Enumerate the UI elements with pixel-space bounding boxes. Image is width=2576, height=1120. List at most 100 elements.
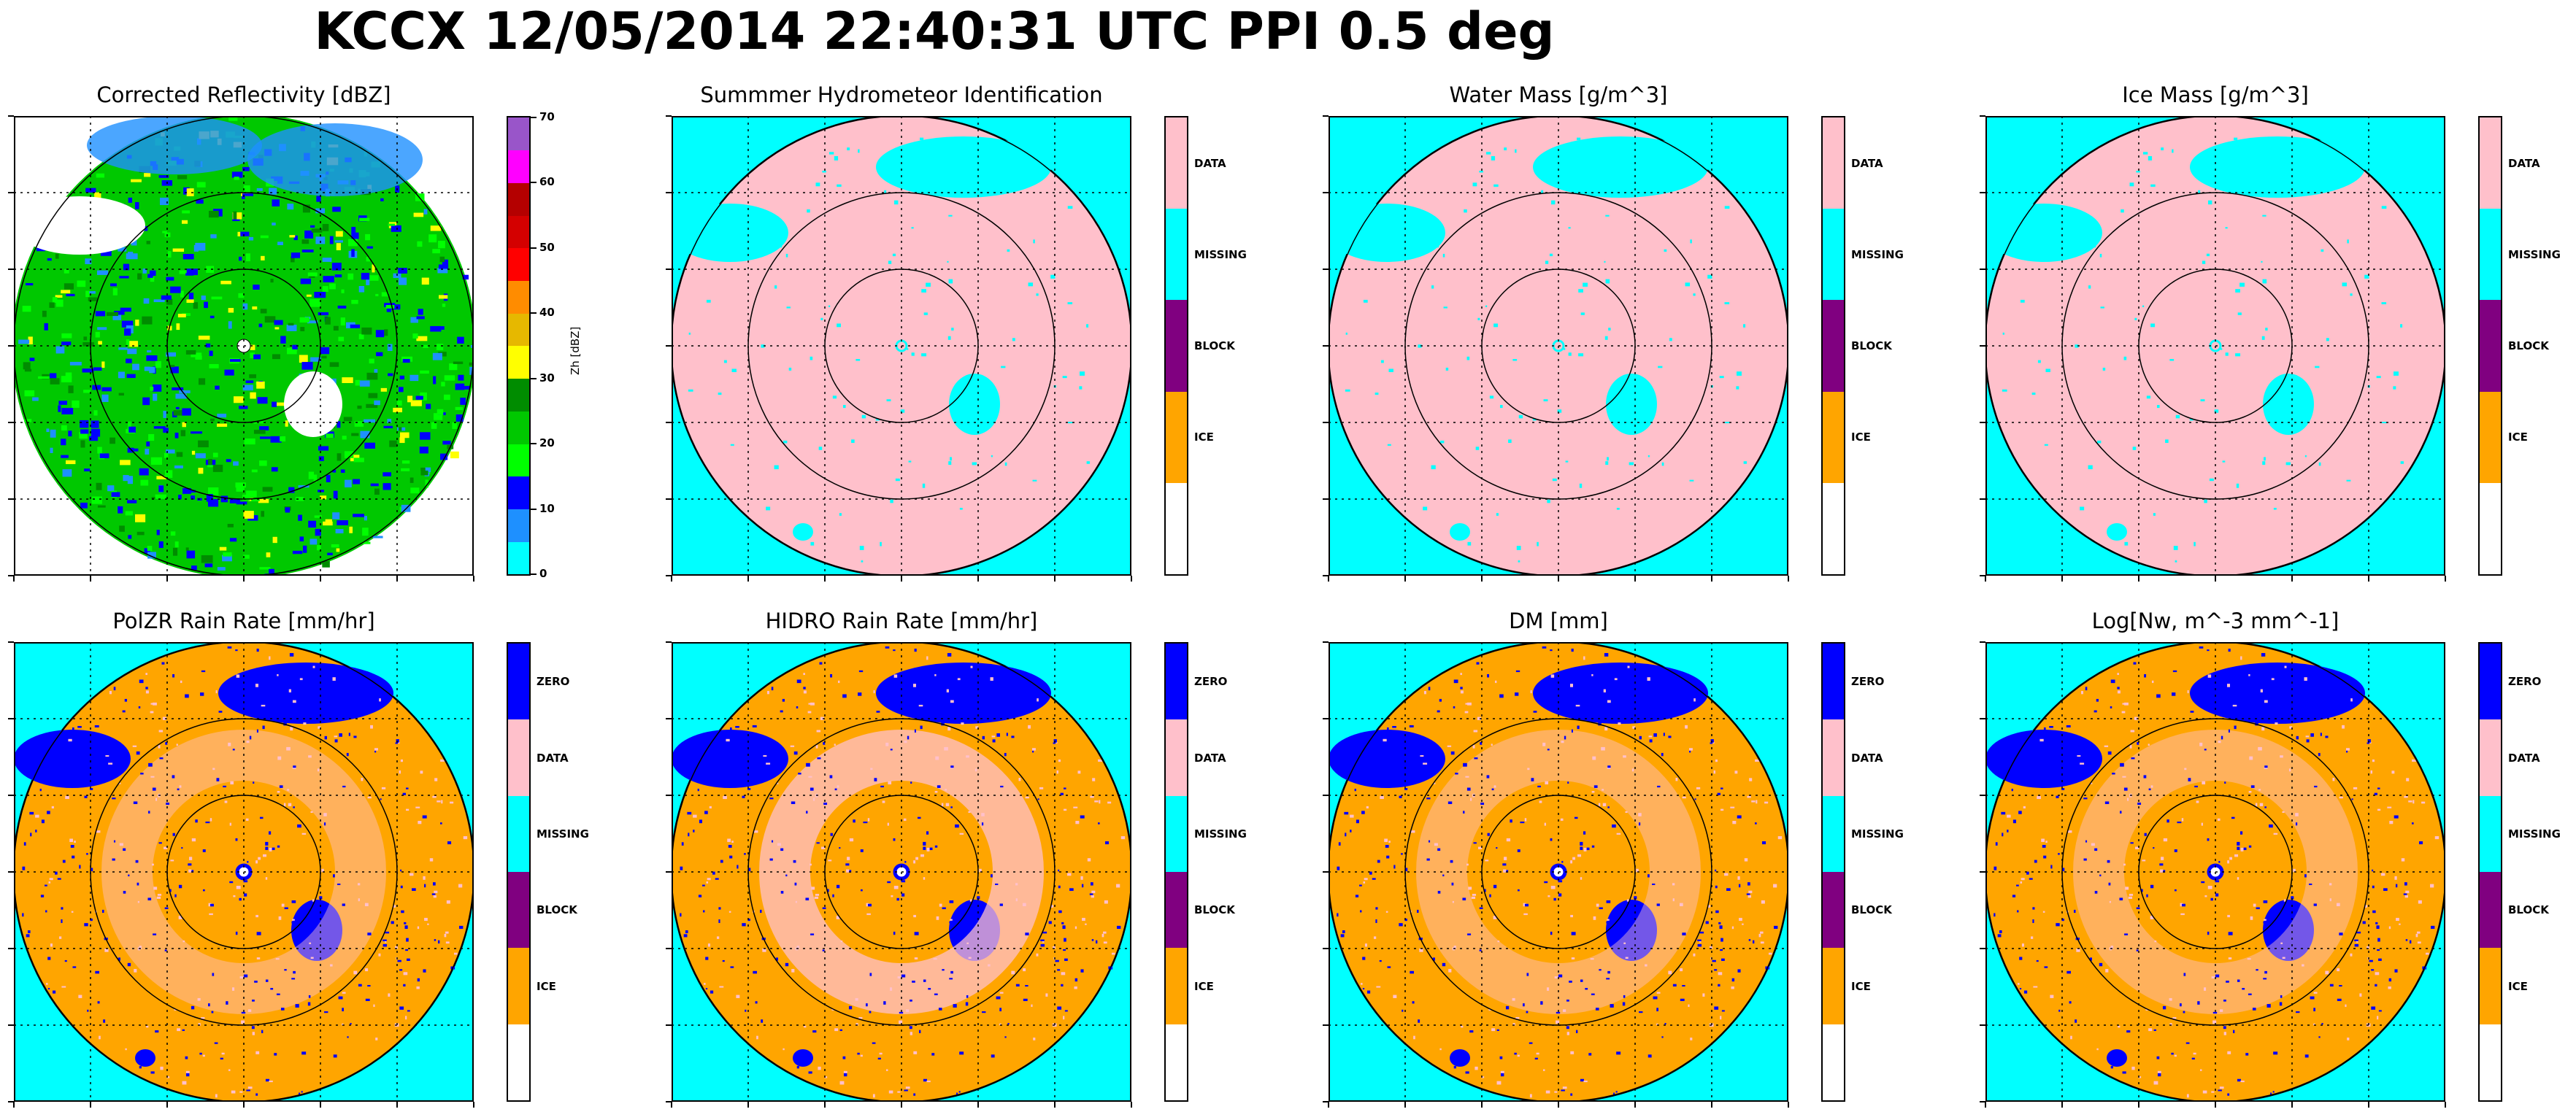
echo-pixel: [189, 857, 193, 860]
echo-pixel: [2280, 755, 2283, 758]
echo-pixel: [235, 482, 246, 488]
echo-pixel: [798, 772, 801, 775]
echo-pixel: [2180, 913, 2185, 916]
echo-pixel: [334, 739, 338, 743]
echo-pixel: [2218, 860, 2221, 863]
echo-pixel: [286, 324, 297, 331]
echo-pixel: [1638, 813, 1642, 816]
echo-pixel: [975, 726, 979, 729]
echo-pixel: [872, 1094, 875, 1098]
echo-pixel: [268, 831, 272, 835]
echo-pixel: [128, 874, 130, 877]
echo-pixel: [285, 420, 288, 427]
echo-pixel: [948, 279, 953, 284]
echo-pixel: [416, 336, 428, 341]
echo-pixel: [2273, 833, 2278, 835]
axis-tick: [1323, 115, 1329, 117]
echo-pixel: [2248, 674, 2250, 676]
colorbar-segment-empty: [2480, 1024, 2501, 1100]
echo-pixel: [177, 314, 186, 317]
axis-tick: [666, 948, 672, 949]
ppi-svg: [15, 644, 472, 1100]
echo-pixel: [1999, 930, 2002, 933]
echo-pixel: [966, 755, 969, 758]
echo-pixel: [866, 903, 869, 907]
echo-pixel: [437, 409, 444, 415]
echo-pixel: [336, 243, 341, 250]
echo-pixel: [968, 957, 972, 959]
echo-pixel: [376, 352, 383, 357]
echo-pixel: [137, 900, 139, 903]
echo-pixel: [2217, 818, 2221, 821]
echo-pixel: [381, 787, 386, 789]
echo-pixel: [2105, 968, 2109, 973]
no-echo-region: [673, 730, 788, 788]
echo-pixel: [2221, 735, 2223, 740]
weak-echo-region: [247, 123, 423, 196]
echo-pixel: [150, 277, 155, 282]
echo-pixel: [1744, 858, 1748, 862]
echo-pixel: [188, 293, 194, 301]
echo-pixel: [153, 702, 157, 706]
echo-pixel: [939, 903, 942, 907]
echo-pixel: [69, 838, 74, 842]
echo-pixel: [211, 296, 223, 300]
echo-pixel: [400, 759, 404, 762]
echo-pixel: [1356, 819, 1359, 824]
echo-pixel: [1649, 739, 1653, 743]
echo-pixel: [785, 253, 788, 258]
echo-pixel: [455, 406, 464, 410]
echo-pixel: [2356, 931, 2361, 934]
echo-pixel: [417, 978, 420, 982]
axis-tick: [1054, 576, 1056, 582]
echo-pixel: [685, 930, 688, 933]
echo-pixel: [2174, 889, 2177, 892]
echo-pixel: [50, 378, 60, 385]
no-echo-region: [291, 900, 342, 961]
echo-pixel: [1751, 800, 1756, 803]
echo-pixel: [24, 390, 35, 397]
echo-pixel: [142, 397, 150, 406]
echo-pixel: [166, 298, 173, 305]
echo-pixel: [1731, 978, 1735, 982]
echo-pixel: [2249, 756, 2253, 760]
echo-pixel: [858, 1017, 863, 1019]
echo-pixel: [1463, 762, 1467, 767]
echo-pixel: [217, 413, 227, 418]
echo-pixel: [1455, 772, 1458, 775]
echo-pixel: [48, 881, 51, 884]
echo-pixel: [2236, 483, 2239, 488]
echo-pixel: [185, 349, 196, 355]
echo-pixel: [2122, 1071, 2126, 1074]
echo-pixel: [332, 206, 341, 212]
echo-pixel: [328, 283, 336, 290]
echo-pixel: [1693, 698, 1696, 702]
echo-pixel: [98, 341, 102, 345]
echo-pixel: [437, 800, 441, 803]
echo-pixel: [1715, 869, 1717, 872]
echo-pixel: [2345, 748, 2350, 751]
echo-pixel: [808, 776, 812, 778]
echo-pixel: [80, 420, 89, 428]
echo-pixel: [50, 943, 53, 947]
echo-pixel: [2404, 795, 2408, 798]
echo-pixel: [2310, 733, 2314, 737]
echo-pixel: [272, 847, 275, 851]
echo-pixel: [2202, 260, 2206, 264]
echo-pixel: [2207, 674, 2212, 678]
echo-pixel: [209, 818, 212, 822]
echo-pixel: [2394, 815, 2399, 819]
echo-pixel: [1384, 838, 1388, 842]
echo-pixel: [182, 941, 185, 943]
echo-pixel: [876, 711, 880, 713]
echo-pixel: [2350, 698, 2353, 702]
echo-pixel: [302, 204, 310, 213]
echo-pixel: [288, 323, 294, 326]
echo-pixel: [1442, 874, 1445, 877]
echo-pixel: [123, 475, 129, 482]
echo-pixel: [2137, 802, 2142, 806]
echo-pixel: [1682, 985, 1685, 987]
echo-pixel: [1550, 931, 1553, 935]
axis-tick: [8, 948, 14, 949]
echo-pixel: [348, 239, 358, 247]
